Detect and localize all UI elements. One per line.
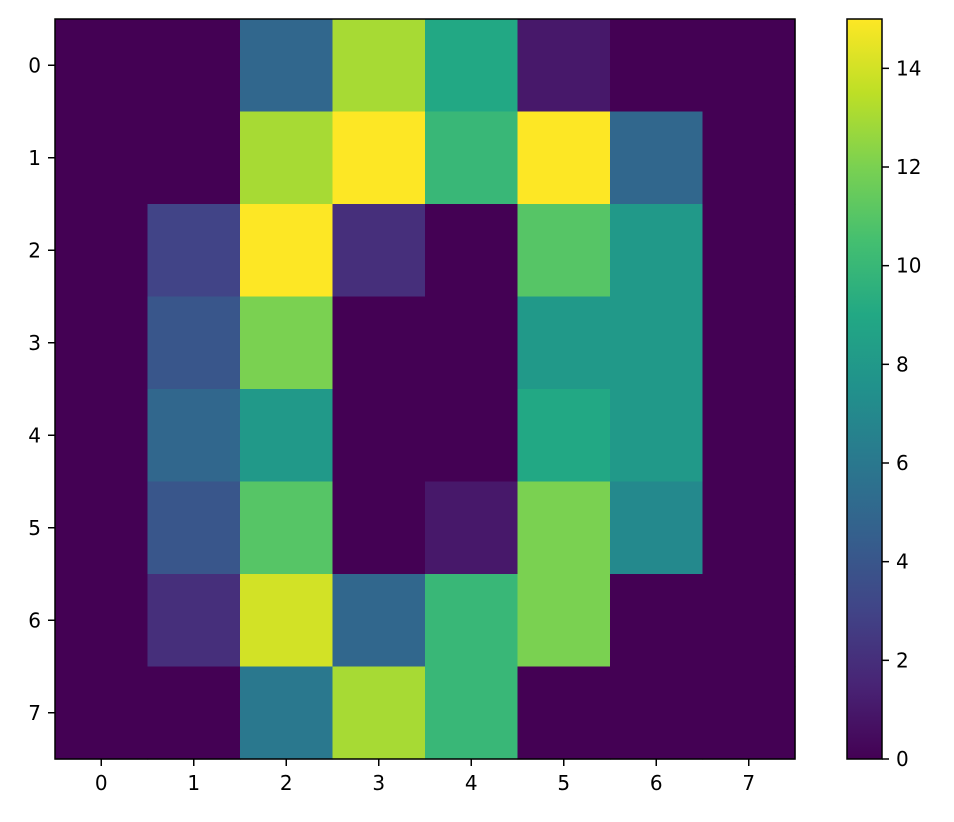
x-tick-label: 2	[280, 771, 293, 795]
heatmap-cell-r4-c3	[332, 389, 426, 483]
colorbar-tick-label: 12	[896, 155, 921, 179]
heatmap-cell-r5-c5	[517, 481, 611, 575]
heatmap-cell-r5-c3	[332, 481, 426, 575]
heatmap-cell-r0-c5	[517, 19, 611, 113]
heatmap-cell-r5-c4	[425, 481, 519, 575]
heatmap-cell-r7-c6	[610, 666, 704, 760]
x-tick-label: 3	[372, 771, 385, 795]
heatmap-cell-r7-c0	[55, 666, 149, 760]
colorbar-tick-label: 14	[896, 56, 921, 80]
heatmap-cell-r7-c4	[425, 666, 519, 760]
heatmap-cell-r3-c2	[240, 296, 334, 390]
heatmap-cell-r2-c6	[610, 204, 704, 298]
heatmap-cell-r7-c2	[240, 666, 334, 760]
x-tick-label: 4	[465, 771, 478, 795]
colorbar	[846, 18, 883, 760]
x-tick-label: 6	[650, 771, 663, 795]
colorbar-tick-label: 10	[896, 254, 921, 278]
heatmap-cell-r4-c2	[240, 389, 334, 483]
heatmap-cell-r6-c2	[240, 574, 334, 668]
colorbar-tick-label: 6	[896, 451, 909, 475]
heatmap-cell-r6-c3	[332, 574, 426, 668]
heatmap-cell-r2-c0	[55, 204, 149, 298]
heatmap-cell-r2-c1	[147, 204, 241, 298]
heatmap-cell-r6-c6	[610, 574, 704, 668]
heatmap-cell-r5-c7	[702, 481, 796, 575]
heatmap-cell-r3-c3	[332, 296, 426, 390]
colorbar-ticks: 0 2 4 6 8 10 12 14	[882, 56, 921, 771]
y-tick-label: 3	[28, 331, 41, 355]
heatmap-cell-r3-c0	[55, 296, 149, 390]
heatmap-cell-r3-c5	[517, 296, 611, 390]
heatmap-cell-r0-c0	[55, 19, 149, 113]
heatmap-cell-r5-c0	[55, 481, 149, 575]
heatmap-cell-r3-c7	[702, 296, 796, 390]
colorbar-tick-label: 2	[896, 648, 909, 672]
heatmap-cell-r0-c6	[610, 19, 704, 113]
heatmap-cell-r7-c7	[702, 666, 796, 760]
heatmap-cell-r1-c7	[702, 111, 796, 205]
x-axis: 0 1 2 3 4 5 6 7	[95, 759, 755, 795]
heatmap-cell-r4-c1	[147, 389, 241, 483]
colorbar-tick-label: 8	[896, 352, 909, 376]
heatmap-cell-r4-c7	[702, 389, 796, 483]
heatmap-cell-r1-c4	[425, 111, 519, 205]
y-tick-label: 2	[28, 238, 41, 262]
heatmap-cell-r3-c4	[425, 296, 519, 390]
heatmap-cell-r2-c4	[425, 204, 519, 298]
heatmap-cell-r1-c6	[610, 111, 704, 205]
heatmap-cell-r1-c1	[147, 111, 241, 205]
heatmap-cell-r3-c6	[610, 296, 704, 390]
x-tick-label: 1	[187, 771, 200, 795]
heatmap-cell-r4-c0	[55, 389, 149, 483]
heatmap-cell-r0-c7	[702, 19, 796, 113]
heatmap-cell-r2-c5	[517, 204, 611, 298]
heatmap-cell-r1-c3	[332, 111, 426, 205]
heatmap-cell-r0-c2	[240, 19, 334, 113]
heatmap-cell-r4-c6	[610, 389, 704, 483]
heatmap-cell-r6-c4	[425, 574, 519, 668]
colorbar-tick-label: 4	[896, 550, 909, 574]
heatmap-cell-r3-c1	[147, 296, 241, 390]
y-tick-label: 1	[28, 146, 41, 170]
heatmap-cell-r1-c0	[55, 111, 149, 205]
heatmap-cell-r6-c5	[517, 574, 611, 668]
y-tick-label: 7	[28, 701, 41, 725]
heatmap-cell-r2-c7	[702, 204, 796, 298]
heatmap-cell-r6-c0	[55, 574, 149, 668]
heatmap-cell-r5-c2	[240, 481, 334, 575]
heatmap-cell-r7-c1	[147, 666, 241, 760]
heatmap-cell-r5-c6	[610, 481, 704, 575]
y-axis: 0 1 2 3 4 5 6 7	[28, 53, 55, 725]
heatmap-cell-r5-c1	[147, 481, 241, 575]
y-tick-label: 0	[28, 53, 41, 77]
heatmap-cell-r6-c1	[147, 574, 241, 668]
heatmap-cell-r2-c2	[240, 204, 334, 298]
heatmap-cell-r0-c4	[425, 19, 519, 113]
heatmap-cells	[55, 19, 796, 760]
heatmap-cell-r4-c5	[517, 389, 611, 483]
colorbar-tick-label: 0	[896, 747, 909, 771]
y-tick-label: 6	[28, 608, 41, 632]
heatmap-cell-r1-c5	[517, 111, 611, 205]
x-tick-label: 7	[742, 771, 755, 795]
y-tick-label: 4	[28, 423, 41, 447]
heatmap-cell-r7-c3	[332, 666, 426, 760]
x-tick-label: 5	[557, 771, 570, 795]
heatmap-cell-r6-c7	[702, 574, 796, 668]
y-tick-label: 5	[28, 516, 41, 540]
heatmap-cell-r7-c5	[517, 666, 611, 760]
heatmap-cell-r1-c2	[240, 111, 334, 205]
heatmap-cell-r0-c1	[147, 19, 241, 113]
heatmap-cell-r4-c4	[425, 389, 519, 483]
heatmap-cell-r0-c3	[332, 19, 426, 113]
plot-frame	[54, 18, 796, 760]
heatmap-cell-r2-c3	[332, 204, 426, 298]
x-tick-label: 0	[95, 771, 108, 795]
